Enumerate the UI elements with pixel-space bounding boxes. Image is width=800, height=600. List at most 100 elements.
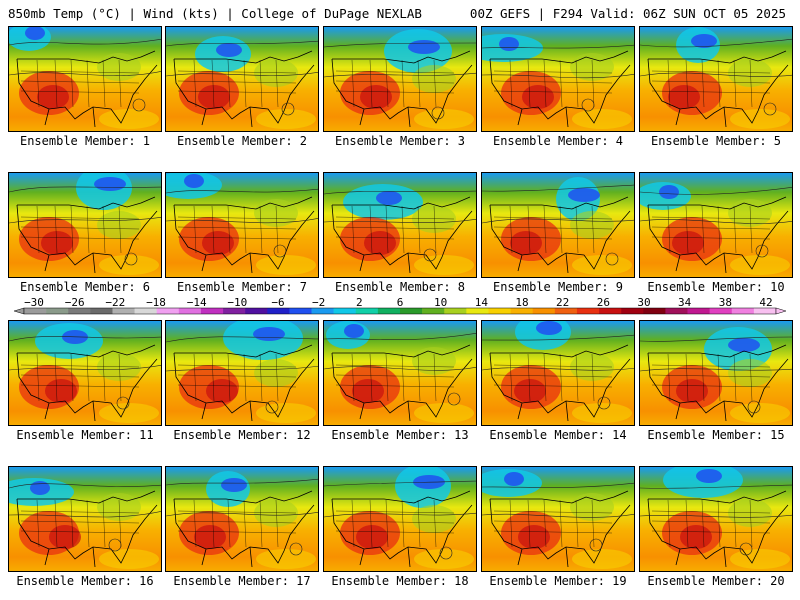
temperature-map (165, 320, 319, 426)
colorbar-swatch (134, 308, 158, 314)
map-graphic (9, 173, 161, 277)
ensemble-panel: Ensemble Member: 9 (481, 172, 635, 305)
ensemble-member-label: Ensemble Member: 14 (489, 428, 627, 442)
temperature-map (481, 466, 635, 572)
ensemble-panel: Ensemble Member: 1 (8, 26, 162, 159)
ensemble-member-label: Ensemble Member: 19 (489, 574, 627, 588)
ensemble-panel: Ensemble Member: 16 (8, 466, 162, 599)
temperature-map (481, 320, 635, 426)
colorbar-tick-label: −30 (24, 296, 44, 309)
ensemble-member-label: Ensemble Member: 2 (176, 134, 308, 148)
temperature-map (323, 26, 477, 132)
ensemble-panel: Ensemble Member: 7 (165, 172, 319, 305)
ensemble-member-label: Ensemble Member: 20 (647, 574, 785, 588)
colorbar-swatch (377, 308, 401, 314)
ensemble-member-label: Ensemble Member: 3 (334, 134, 466, 148)
temperature-map (165, 26, 319, 132)
map-graphic (482, 321, 634, 425)
ensemble-panel: Ensemble Member: 19 (481, 466, 635, 599)
ensemble-panel: Ensemble Member: 20 (639, 466, 793, 599)
map-graphic (166, 467, 318, 571)
temperature-map (639, 172, 793, 278)
ensemble-member-label: Ensemble Member: 4 (492, 134, 624, 148)
ensemble-member-label: Ensemble Member: 17 (173, 574, 311, 588)
colorbar-tick-label: −26 (65, 296, 85, 309)
colorbar-tick-label: 2 (356, 296, 363, 309)
colorbar-swatch (156, 308, 180, 314)
temperature-map (639, 320, 793, 426)
colorbar-tick-label: −22 (105, 296, 125, 309)
temperature-map (481, 26, 635, 132)
map-graphic (166, 173, 318, 277)
colorbar-swatch (422, 308, 445, 314)
colorbar-swatch (731, 308, 755, 314)
colorbar-tick-label: 22 (556, 296, 569, 309)
colorbar-swatch (223, 308, 246, 314)
colorbar-tick-label: 38 (719, 296, 732, 309)
colorbar-swatch (112, 308, 135, 314)
ensemble-panel: Ensemble Member: 13 (323, 320, 477, 453)
map-graphic (9, 467, 161, 571)
colorbar-tick-label: 6 (397, 296, 404, 309)
colorbar-tick-label: 18 (515, 296, 528, 309)
colorbar-swatch (68, 308, 91, 314)
map-graphic (482, 27, 634, 131)
ensemble-member-label: Ensemble Member: 1 (19, 134, 151, 148)
map-graphic (324, 27, 476, 131)
colorbar-tick-label: 14 (475, 296, 489, 309)
ensemble-panel: Ensemble Member: 15 (639, 320, 793, 453)
ensemble-panel: Ensemble Member: 17 (165, 466, 319, 599)
colorbar-tick-label: 26 (597, 296, 610, 309)
map-graphic (9, 27, 161, 131)
colorbar-swatch (355, 308, 379, 314)
ensemble-panel: Ensemble Member: 5 (639, 26, 793, 159)
ensemble-member-label: Ensemble Member: 13 (331, 428, 469, 442)
colorbar-tick-label: −10 (227, 296, 247, 309)
ensemble-panel: Ensemble Member: 11 (8, 320, 162, 453)
temperature-map (639, 466, 793, 572)
colorbar-swatch (554, 308, 578, 314)
colorbar-swatch (90, 308, 113, 314)
temperature-map (165, 172, 319, 278)
ensemble-panel: Ensemble Member: 8 (323, 172, 477, 305)
ensemble-member-label: Ensemble Member: 7 (176, 280, 308, 294)
colorbar-swatch (709, 308, 733, 314)
colorbar-swatch (24, 308, 47, 314)
ensemble-panel: Ensemble Member: 2 (165, 26, 319, 159)
ensemble-member-label: Ensemble Member: 6 (19, 280, 151, 294)
colorbar-swatch (532, 308, 556, 314)
colorbar-tick-label: 30 (637, 296, 650, 309)
ensemble-member-label: Ensemble Member: 5 (650, 134, 782, 148)
map-graphic (640, 467, 792, 571)
colorbar-swatch (333, 308, 357, 314)
map-graphic (640, 27, 792, 131)
ensemble-member-label: Ensemble Member: 10 (647, 280, 785, 294)
ensemble-panel: Ensemble Member: 6 (8, 172, 162, 305)
ensemble-panel: Ensemble Member: 14 (481, 320, 635, 453)
map-graphic (9, 321, 161, 425)
ensemble-member-label: Ensemble Member: 18 (331, 574, 469, 588)
map-graphic (640, 321, 792, 425)
map-graphic (166, 321, 318, 425)
map-graphic (640, 173, 792, 277)
temperature-map (323, 466, 477, 572)
ensemble-panel: Ensemble Member: 3 (323, 26, 477, 159)
ensemble-panel: Ensemble Member: 10 (639, 172, 793, 305)
colorbar-swatch (576, 308, 600, 314)
temperature-map (165, 466, 319, 572)
ensemble-panel: Ensemble Member: 12 (165, 320, 319, 453)
colorbar-swatch (643, 308, 666, 314)
map-graphic (166, 27, 318, 131)
temperature-map (8, 172, 162, 278)
ensemble-panel: Ensemble Member: 18 (323, 466, 477, 599)
colorbar-swatch (245, 308, 268, 314)
map-title: 850mb Temp (°C) | Wind (kts) | College o… (8, 6, 422, 21)
run-valid-time: 00Z GEFS | F294 Valid: 06Z SUN OCT 05 20… (469, 6, 786, 21)
colorbar-swatch (753, 308, 777, 314)
temperature-map (481, 172, 635, 278)
colorbar-swatch (466, 308, 489, 314)
colorbar-tick-label: −2 (312, 296, 325, 309)
temperature-map (8, 26, 162, 132)
ensemble-member-label: Ensemble Member: 9 (492, 280, 624, 294)
temperature-colorbar: −30 −26 −22 −18 −14 −10 −6 −2 2 6 10 14 18 22 26 30 34 38… (0, 296, 800, 320)
